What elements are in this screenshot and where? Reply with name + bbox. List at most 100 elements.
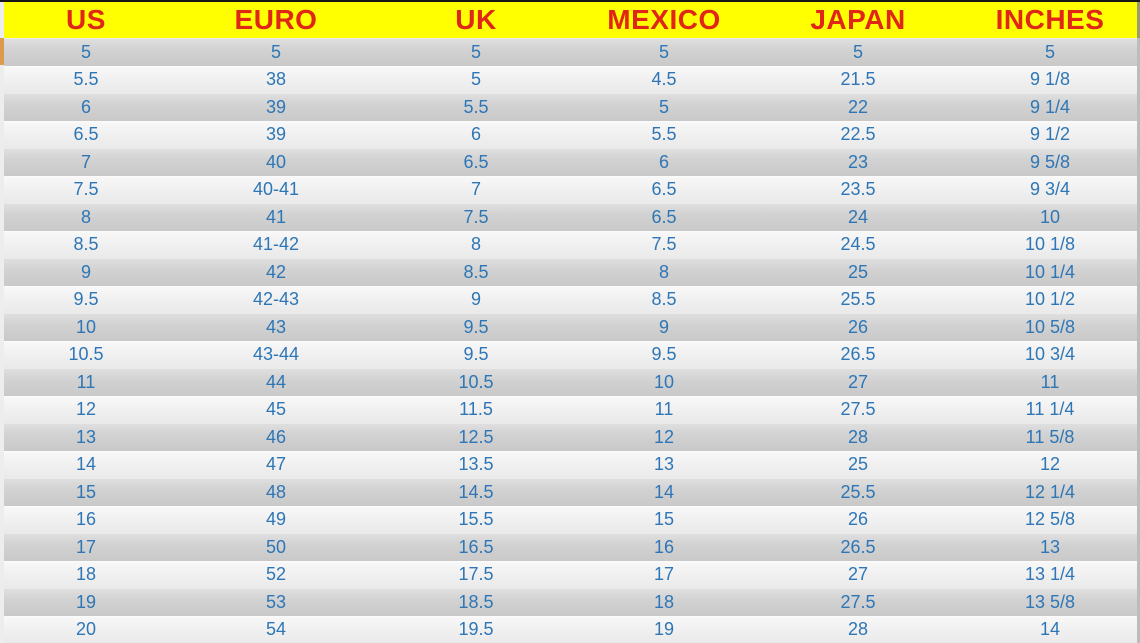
cell-inches: 9 1/8 [1029, 69, 1071, 90]
cell-euro: 5 [270, 41, 281, 62]
cell-inches: 11 1/4 [1025, 399, 1075, 420]
cell-mexico: 14 [653, 481, 675, 502]
cell-mexico: 8.5 [651, 289, 677, 310]
cell-inches: 12 5/8 [1024, 509, 1076, 530]
cell-us: 12 [75, 399, 97, 420]
cell-euro: 43-44 [252, 344, 300, 365]
cell-euro: 44 [265, 371, 287, 392]
cell-japan: 24.5 [840, 234, 876, 255]
cell-us: 10.5 [68, 344, 104, 365]
cell-japan: 27 [847, 371, 869, 392]
right-edge-strip [1137, 2, 1140, 643]
table-row: 15 48 14.5 14 25.5 12 1/4 [0, 478, 1140, 506]
cell-mexico: 4.5 [651, 69, 677, 90]
cell-uk: 7 [470, 179, 481, 200]
column-header-mexico: MEXICO [607, 4, 721, 35]
table-body: 5 5 5 5 5 5 5.5 38 5 4.5 21.5 9 1/8 6 39 5.5 5 22 9 1/4 6.… [0, 38, 1140, 643]
table-row: 16 49 15.5 15 26 12 5/8 [0, 505, 1140, 533]
cell-japan: 25 [847, 261, 869, 282]
cell-mexico: 18 [653, 591, 675, 612]
cell-us: 9 [80, 261, 91, 282]
cell-uk: 18.5 [458, 591, 494, 612]
cell-uk: 17.5 [458, 564, 494, 585]
table-row: 13 46 12.5 12 28 11 5/8 [0, 423, 1140, 451]
cell-euro: 40-41 [252, 179, 300, 200]
cell-uk: 15.5 [458, 509, 494, 530]
cell-us: 15 [75, 481, 97, 502]
cell-uk: 10.5 [458, 371, 494, 392]
cell-japan: 27 [847, 564, 869, 585]
cell-japan: 27.5 [840, 399, 876, 420]
cell-mexico: 19 [653, 619, 675, 640]
table-row: 7.5 40-41 7 6.5 23.5 9 3/4 [0, 175, 1140, 203]
cell-euro: 47 [265, 454, 287, 475]
cell-japan: 23.5 [840, 179, 876, 200]
table-row: 18 52 17.5 17 27 13 1/4 [0, 560, 1140, 588]
cell-mexico: 17 [653, 564, 675, 585]
top-border-line [0, 0, 1140, 2]
cell-inches: 9 3/4 [1029, 179, 1071, 200]
cell-japan: 22 [847, 96, 869, 117]
cell-euro: 53 [265, 591, 287, 612]
cell-mexico: 8 [658, 261, 669, 282]
cell-japan: 26 [847, 316, 869, 337]
table-row: 20 54 19.5 19 28 14 [0, 615, 1140, 643]
right-edge-strip-header [1137, 2, 1140, 38]
cell-euro: 39 [265, 96, 287, 117]
cell-euro: 39 [265, 124, 287, 145]
left-edge-strip [0, 2, 4, 643]
header-row: US EURO UK MEXICO JAPAN INCHES [0, 2, 1140, 38]
cell-us: 8.5 [73, 234, 99, 255]
table-row: 8.5 41-42 8 7.5 24.5 10 1/8 [0, 230, 1140, 258]
cell-mexico: 9.5 [651, 344, 677, 365]
cell-inches: 13 5/8 [1024, 591, 1076, 612]
cell-uk: 16.5 [458, 536, 494, 557]
table-row: 6 39 5.5 5 22 9 1/4 [0, 93, 1140, 121]
cell-euro: 48 [265, 481, 287, 502]
cell-mexico: 7.5 [651, 234, 677, 255]
cell-inches: 13 1/4 [1024, 564, 1076, 585]
cell-us: 14 [75, 454, 97, 475]
cell-us: 19 [75, 591, 97, 612]
cell-japan: 25 [847, 454, 869, 475]
cell-japan: 25.5 [840, 289, 876, 310]
cell-uk: 11.5 [459, 399, 493, 420]
cell-japan: 24 [847, 206, 869, 227]
cell-uk: 5.5 [463, 96, 489, 117]
cell-mexico: 12 [653, 426, 675, 447]
cell-inches: 9 1/4 [1029, 96, 1071, 117]
cell-inches: 10 1/8 [1024, 234, 1076, 255]
cell-us: 5 [80, 41, 91, 62]
cell-us: 6.5 [73, 124, 99, 145]
cell-uk: 19.5 [458, 619, 494, 640]
cell-us: 13 [75, 426, 97, 447]
cell-uk: 13.5 [458, 454, 494, 475]
cell-inches: 10 1/2 [1024, 289, 1076, 310]
cell-inches: 9 1/2 [1029, 124, 1071, 145]
cell-euro: 42-43 [252, 289, 300, 310]
cell-uk: 9.5 [463, 344, 489, 365]
cell-japan: 23 [847, 151, 869, 172]
cell-mexico: 6.5 [651, 206, 677, 227]
cell-us: 5.5 [73, 69, 99, 90]
cell-inches: 11 5/8 [1025, 426, 1075, 447]
cell-euro: 41-42 [252, 234, 300, 255]
cell-japan: 28 [847, 619, 869, 640]
cell-us: 6 [80, 96, 91, 117]
cell-mexico: 5 [658, 96, 669, 117]
cell-mexico: 15 [653, 509, 675, 530]
cell-japan: 26.5 [840, 536, 876, 557]
cell-inches: 5 [1044, 41, 1055, 62]
table-row: 5.5 38 5 4.5 21.5 9 1/8 [0, 65, 1140, 93]
cell-inches: 14 [1039, 619, 1061, 640]
cell-euro: 42 [265, 261, 287, 282]
table-row: 9 42 8.5 8 25 10 1/4 [0, 258, 1140, 286]
cell-uk: 12.5 [458, 426, 494, 447]
cell-mexico: 5 [658, 41, 669, 62]
cell-euro: 45 [265, 399, 287, 420]
cell-euro: 43 [265, 316, 287, 337]
cell-uk: 7.5 [463, 206, 489, 227]
cell-us: 16 [75, 509, 97, 530]
table-row: 17 50 16.5 16 26.5 13 [0, 533, 1140, 561]
column-header-us: US [66, 4, 106, 35]
